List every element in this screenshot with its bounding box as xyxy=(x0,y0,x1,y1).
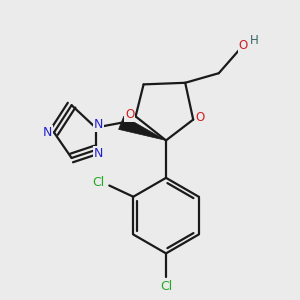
Text: N: N xyxy=(94,147,104,160)
Text: N: N xyxy=(94,118,104,131)
Text: Cl: Cl xyxy=(160,280,172,293)
Text: N: N xyxy=(43,126,52,139)
Text: O: O xyxy=(238,40,248,52)
Polygon shape xyxy=(118,116,166,140)
Text: H: H xyxy=(250,34,259,47)
Text: O: O xyxy=(196,112,205,124)
Text: O: O xyxy=(125,108,134,121)
Text: Cl: Cl xyxy=(92,176,104,189)
